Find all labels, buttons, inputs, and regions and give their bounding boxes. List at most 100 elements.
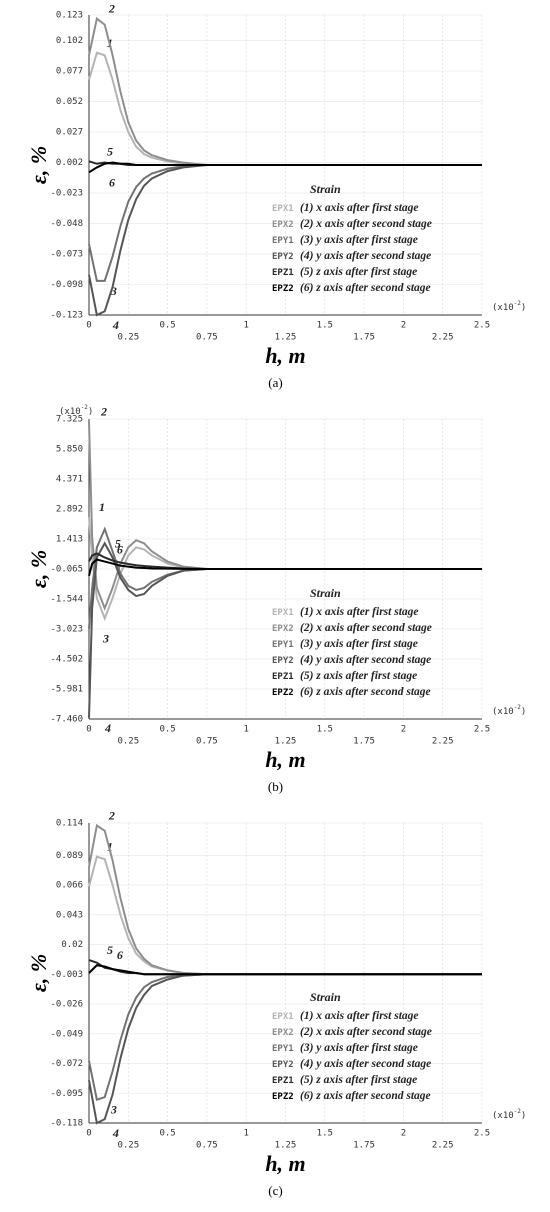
- x-tick-label: 1: [243, 725, 248, 735]
- curve-label: 5: [115, 536, 121, 550]
- multiplier-part: ): [521, 1111, 526, 1121]
- x-axis-label: h, m: [265, 747, 305, 772]
- series-line: [88, 964, 482, 976]
- chart-panel: 0.114 0.089 0.066 0.043 0.02 -0.003 -0.026 -0.0…: [26, 809, 526, 1198]
- legend-code: EPZ1: [272, 1076, 294, 1086]
- x-tick-label: 2: [401, 321, 406, 331]
- y-tick-label: -0.073: [50, 250, 83, 260]
- curve-label: 4: [104, 721, 111, 735]
- legend-label: (3) y axis after first stage: [300, 1042, 418, 1054]
- legend-title: Strain: [310, 182, 341, 196]
- legend-label: (6) z axis after second stage: [300, 686, 431, 698]
- curve-label: 3: [102, 632, 109, 646]
- legend-code: EPY2: [272, 656, 294, 666]
- y-tick-label: -0.049: [50, 1029, 83, 1039]
- x-tick-label: 0: [86, 1129, 91, 1139]
- x-tick-label: 1.75: [353, 333, 375, 343]
- legend-label: (2) x axis after second stage: [300, 622, 432, 634]
- y-tick-label: 0.114: [56, 819, 83, 829]
- y-tick-label: -0.065: [50, 564, 83, 574]
- legend-code: EPY2: [272, 1060, 294, 1070]
- legend-code: EPY1: [272, 1044, 294, 1054]
- chart-panel: 0.123 0.102 0.077 0.052 0.027 0.002 -0.023 -0.0…: [26, 2, 526, 390]
- x-tick-label: 2.25: [432, 333, 454, 343]
- chart-panel: 7.325 5.850 4.371 2.892 1.413 -0.065 -1.544 -3.…: [26, 404, 526, 795]
- curve-label: 5: [107, 144, 113, 158]
- curve-label: 6: [109, 175, 115, 189]
- curve-label: 2: [100, 405, 107, 419]
- legend-label: (5) z axis after first stage: [300, 670, 417, 682]
- y-tick-label: 0.077: [56, 67, 83, 77]
- curve-label: 2: [108, 809, 115, 823]
- legend-label: (4) y axis after second stage: [300, 250, 431, 262]
- caption: (b): [268, 779, 283, 794]
- multiplier-part: ): [521, 303, 526, 313]
- x-tick-label: 0.5: [159, 321, 175, 331]
- legend-label: (3) y axis after first stage: [300, 234, 418, 246]
- multiplier: (x10-2): [492, 704, 526, 717]
- x-tick-label: 1.5: [317, 321, 333, 331]
- y-tick-label: 2.892: [56, 504, 83, 514]
- multiplier-part: -2: [81, 404, 89, 411]
- y-tick-label: -0.023: [50, 189, 83, 199]
- legend-code: EPZ2: [272, 688, 294, 698]
- multiplier-part: -2: [514, 1108, 522, 1115]
- y-tick-label: -1.544: [50, 594, 83, 604]
- multiplier: (x10-2): [492, 1108, 526, 1121]
- curve-label: 5: [107, 943, 113, 957]
- legend-label: (2) x axis after second stage: [300, 1026, 432, 1038]
- x-tick-label: 0.75: [196, 333, 218, 343]
- legend-title: Strain: [310, 990, 341, 1004]
- x-tick-label: 1.5: [317, 725, 333, 735]
- legend-code: EPX2: [272, 220, 294, 230]
- y-tick-label: -4.502: [50, 654, 83, 664]
- y-tick-label: 0.043: [56, 910, 83, 920]
- y-tick-label: 0.089: [56, 851, 83, 861]
- x-tick-label: 1.5: [317, 1129, 333, 1139]
- y-tick-label: 1.413: [56, 534, 83, 544]
- x-tick-label: 0: [86, 725, 91, 735]
- legend-code: EPZ1: [272, 268, 294, 278]
- curve-label: 2: [108, 2, 115, 16]
- curve-label: 1: [99, 500, 105, 514]
- y-tick-label: 0.123: [56, 11, 83, 21]
- x-tick-label: 1.25: [275, 1141, 297, 1151]
- x-tick-label: 1.75: [353, 1141, 375, 1151]
- legend-code: EPZ2: [272, 1092, 294, 1102]
- x-tick-label: 0.75: [196, 737, 218, 747]
- curve-label: 6: [117, 948, 123, 962]
- curve-label: 4: [112, 318, 119, 332]
- caption: (c): [268, 1183, 282, 1198]
- y-tick-label: -0.048: [50, 219, 83, 229]
- y-tick-label: 0.052: [56, 97, 83, 107]
- legend-label: (4) y axis after second stage: [300, 654, 431, 666]
- y-tick-label: -3.023: [50, 624, 83, 634]
- x-tick-label: 0.25: [117, 737, 139, 747]
- y-tick-label: -0.118: [50, 1119, 83, 1129]
- y-tick-label: -0.026: [50, 1000, 83, 1010]
- legend-code: EPY1: [272, 640, 294, 650]
- y-tick-label: 0.02: [61, 940, 83, 950]
- y-tick-label: 0.002: [56, 158, 83, 168]
- y-axis-label: ε, %: [26, 146, 51, 184]
- multiplier-part: -2: [514, 300, 522, 307]
- x-axis-label: h, m: [265, 343, 305, 368]
- multiplier-part: (x10: [492, 1111, 514, 1121]
- y-axis-label: ε, %: [26, 954, 51, 992]
- y-tick-label: 0.066: [56, 881, 83, 891]
- y-tick-label: 0.027: [56, 128, 83, 138]
- x-tick-label: 2.5: [474, 321, 490, 331]
- x-tick-label: 1.25: [275, 737, 297, 747]
- y-tick-label: -5.981: [50, 684, 83, 694]
- curve-label: 6: [117, 543, 123, 557]
- multiplier: (x10-2): [492, 300, 526, 313]
- legend-label: (1) x axis after first stage: [300, 606, 419, 618]
- x-tick-label: 2: [401, 725, 406, 735]
- curve-label: 3: [110, 1103, 117, 1117]
- y-tick-label: -0.123: [50, 311, 83, 321]
- y-axis-label: ε, %: [26, 550, 51, 588]
- x-tick-label: 2.5: [474, 1129, 490, 1139]
- legend-label: (6) z axis after second stage: [300, 1090, 431, 1102]
- y-tick-label: -0.003: [50, 970, 83, 980]
- legend-code: EPX2: [272, 1028, 294, 1038]
